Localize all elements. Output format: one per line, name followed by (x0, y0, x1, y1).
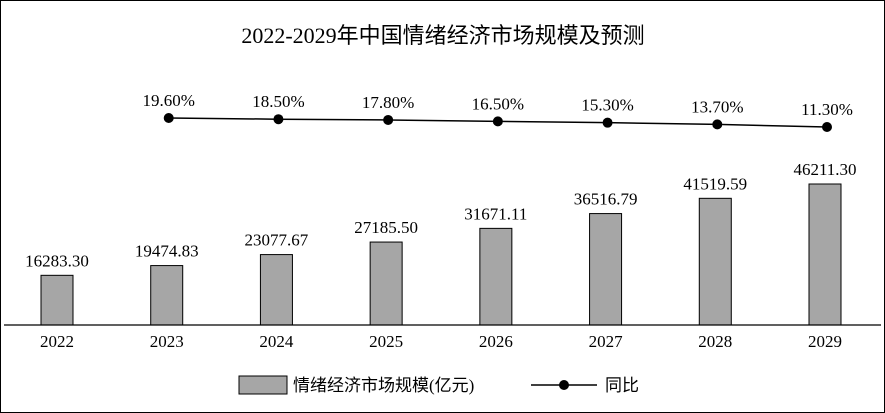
chart-title: 2022-2029年中国情绪经济市场规模及预测 (241, 23, 644, 48)
yoy-point-2028 (712, 119, 723, 130)
bar-value-label-2024: 23077.67 (245, 231, 309, 250)
bar-2028 (698, 197, 732, 326)
yoy-line-layer: 19.60% 18.50% 17.80% 16.50% 15.30% 13.70% 11.3… (143, 91, 853, 132)
legend-bar-swatch (238, 375, 288, 395)
yoy-label-2025: 17.80% (362, 93, 414, 112)
yoy-point-2027 (602, 117, 613, 128)
yoy-label-2029: 11.30% (801, 100, 853, 119)
legend-bar-label: 情绪经济市场规模(亿元) (293, 376, 474, 395)
x-tick-labels: 2022 2023 2024 2025 2026 2027 2028 2029 (40, 332, 842, 351)
yoy-label-2028: 13.70% (691, 97, 743, 116)
yoy-point-2026 (492, 116, 503, 127)
bar-2023 (150, 265, 184, 326)
x-tick-label-2028: 2028 (698, 332, 732, 351)
bar-value-label-2028: 41519.59 (683, 174, 747, 193)
yoy-label-2027: 15.30% (581, 96, 633, 115)
bar-2029 (808, 183, 842, 326)
bar-value-label-2029: 46211.30 (793, 160, 856, 179)
legend: 情绪经济市场规模(亿元) 同比 (238, 375, 639, 395)
yoy-point-2029 (822, 122, 832, 132)
x-tick-label-2026: 2026 (479, 332, 513, 351)
bars-layer: 16283.30 19474.83 23077.67 27185.50 31671.11… (25, 160, 857, 326)
bar-2024 (259, 254, 293, 326)
bar-value-label-2022: 16283.30 (25, 251, 89, 270)
x-tick-label-2024: 2024 (259, 332, 294, 351)
x-tick-label-2029: 2029 (808, 332, 842, 351)
x-tick-label-2022: 2022 (40, 332, 74, 351)
yoy-point-2023 (163, 113, 174, 123)
bar-2027 (589, 213, 623, 326)
x-tick-label-2025: 2025 (369, 332, 403, 351)
yoy-label-2026: 16.50% (472, 94, 524, 113)
bar-value-label-2025: 27185.50 (354, 218, 418, 237)
bar-value-label-2027: 36516.79 (574, 190, 638, 209)
bar-value-label-2023: 19474.83 (135, 242, 199, 261)
yoy-label-2023: 19.60% (143, 91, 195, 110)
bar-2026 (479, 227, 513, 326)
bar-value-label-2026: 31671.11 (464, 204, 527, 223)
yoy-label-2024: 18.50% (252, 92, 304, 111)
bar-2022 (40, 274, 74, 326)
x-tick-label-2027: 2027 (589, 332, 624, 351)
yoy-point-2024 (273, 114, 284, 125)
yoy-point-2025 (383, 114, 394, 125)
bar-2025 (369, 241, 403, 326)
legend-line-marker (559, 380, 569, 390)
x-tick-label-2023: 2023 (150, 332, 184, 351)
legend-line-label: 同比 (605, 376, 639, 395)
